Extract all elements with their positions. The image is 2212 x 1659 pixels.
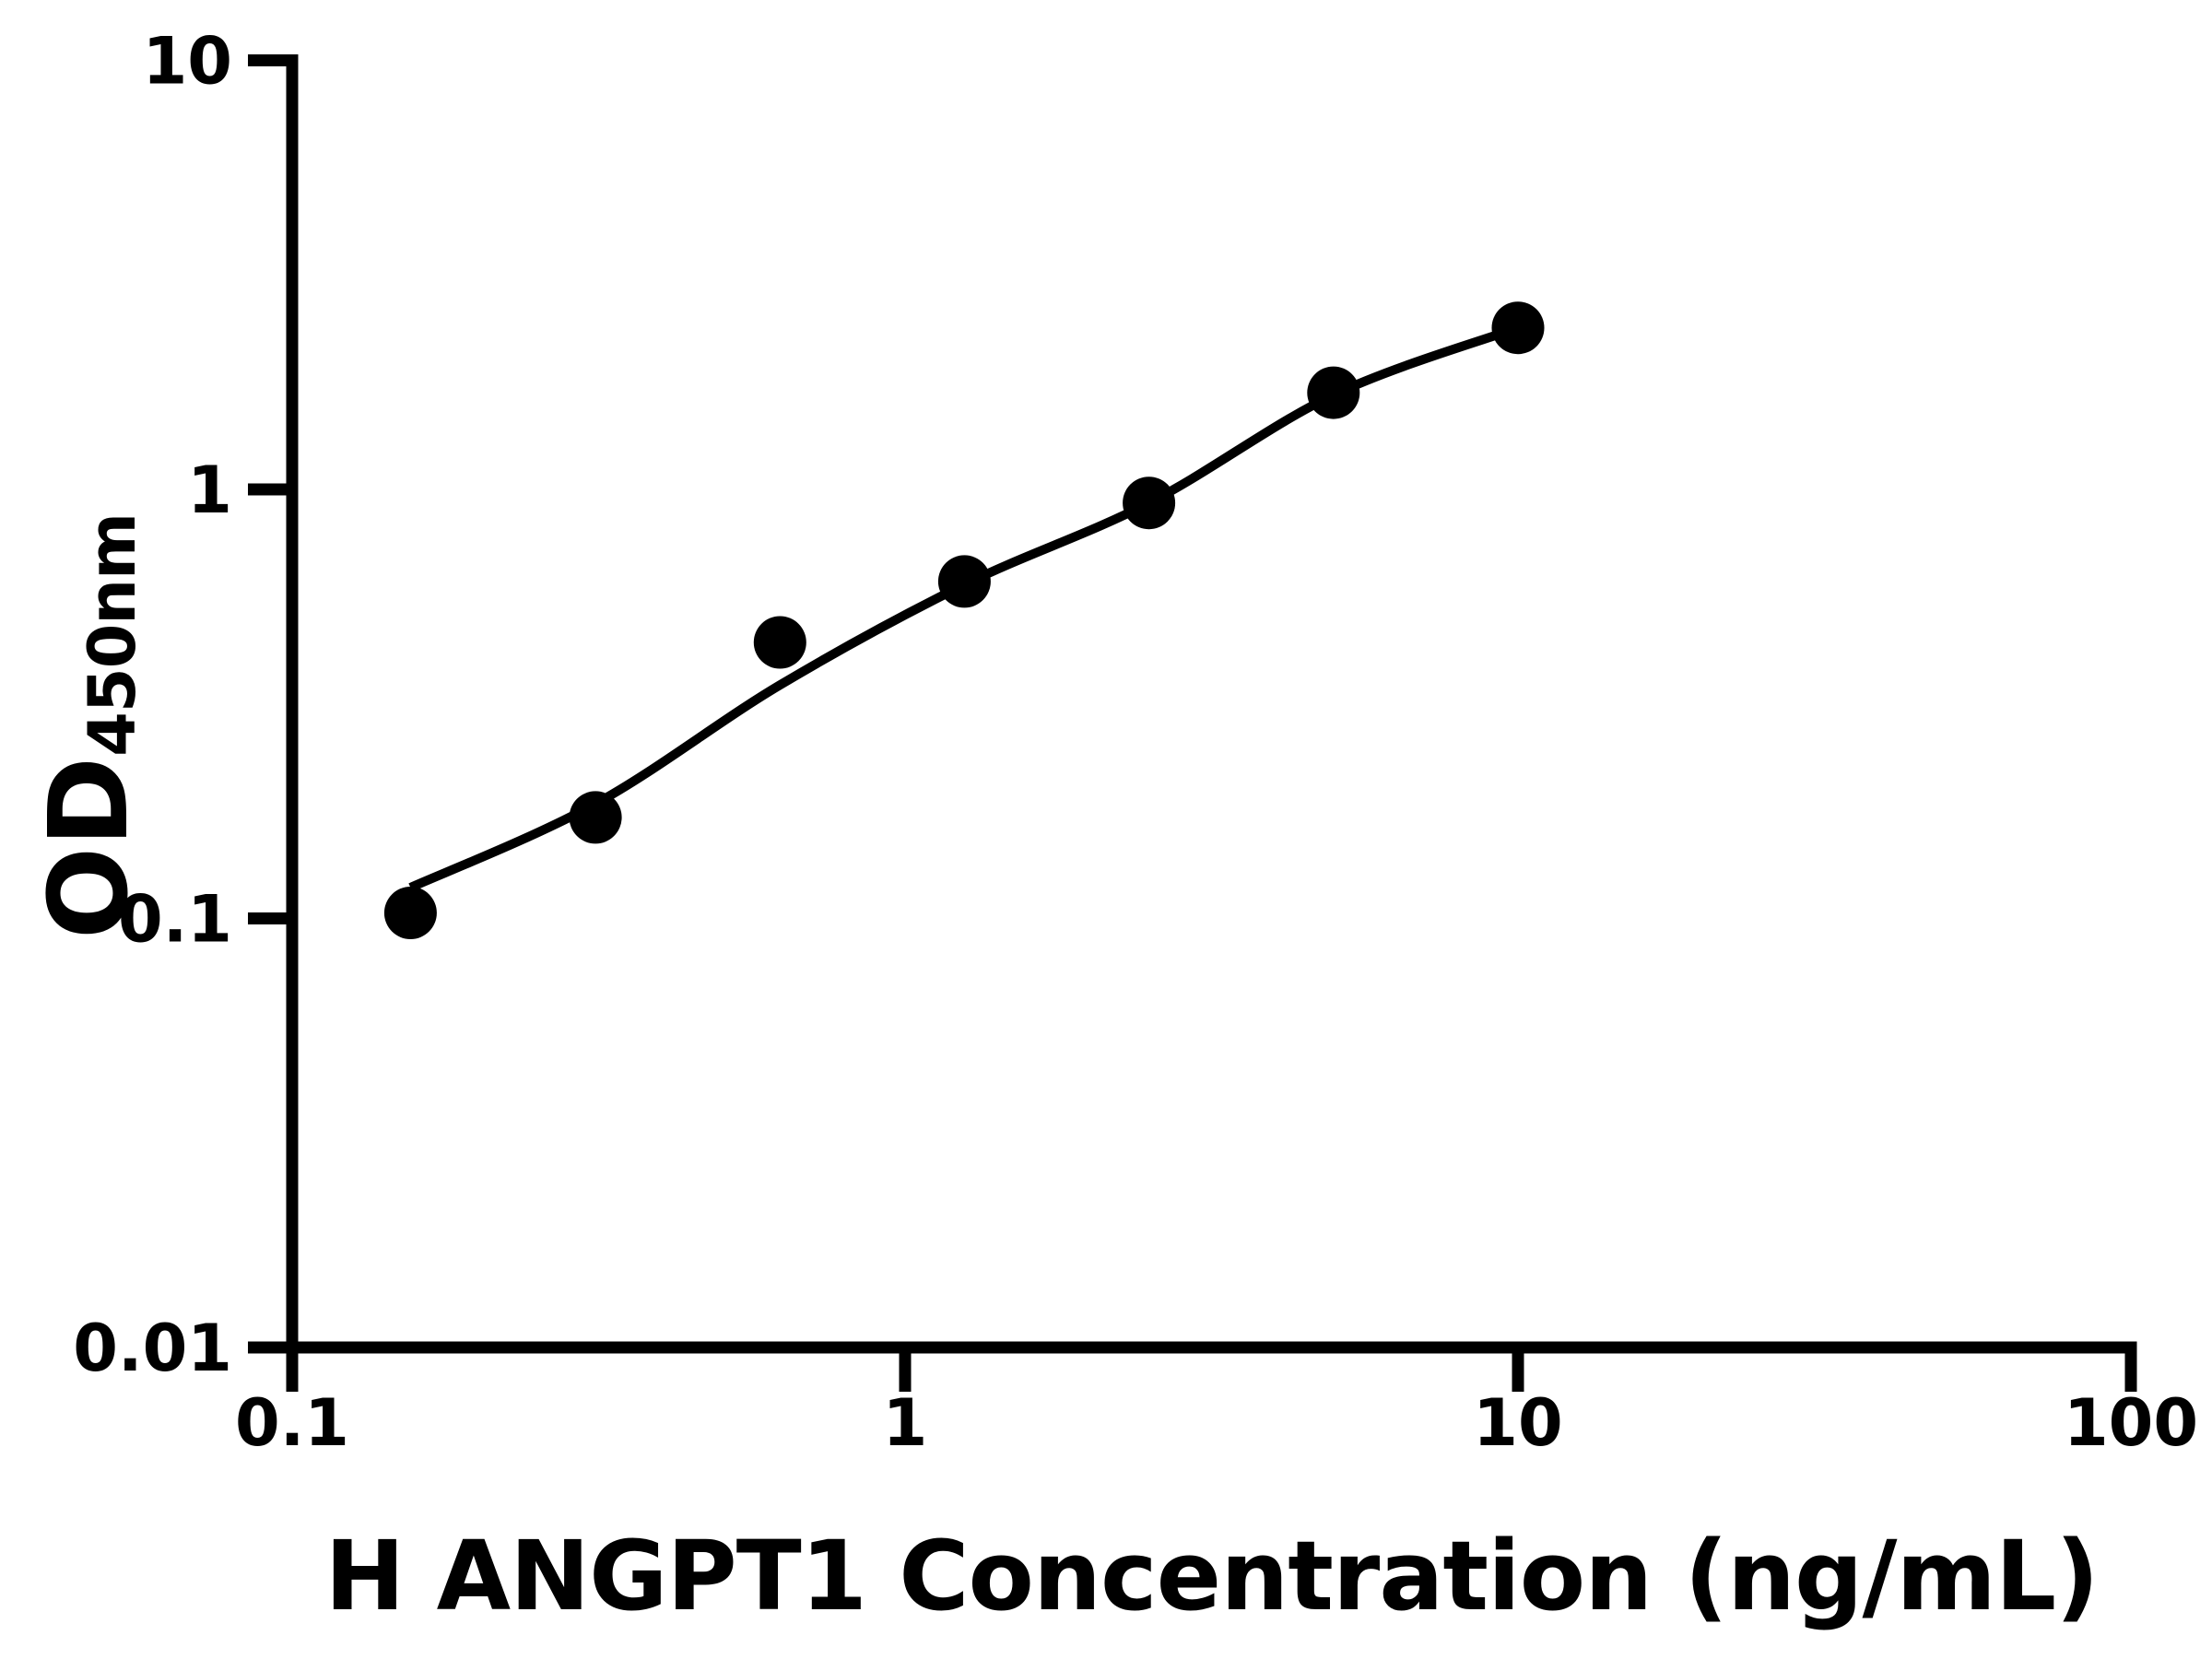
data-point <box>753 616 806 669</box>
data-point <box>1123 477 1176 530</box>
y-axis-title-subscript: 450nm <box>75 512 151 757</box>
y-tick-label: 10 <box>143 24 232 100</box>
x-tick-label: 100 <box>2064 1385 2198 1461</box>
x-axis-title: H ANGPT1 Concentration (ng/mL) <box>292 1523 2131 1630</box>
data-point <box>937 555 991 608</box>
y-tick-label: 1 <box>187 453 232 528</box>
y-axis-title: OD450nm <box>25 513 152 939</box>
y-axis-title-main: OD <box>25 756 152 940</box>
x-axis-title-text: H ANGPT1 Concentration (ng/mL) <box>324 1520 2099 1632</box>
y-tick-label: 0.1 <box>118 882 232 958</box>
data-point <box>1491 301 1545 355</box>
y-tick-label: 0.01 <box>73 1311 232 1386</box>
x-tick-label: 10 <box>1473 1385 1562 1461</box>
x-tick-label: 0.1 <box>235 1385 349 1461</box>
data-point <box>383 887 437 939</box>
data-point <box>569 791 622 844</box>
data-point <box>1307 366 1360 419</box>
x-tick-label: 1 <box>883 1385 928 1461</box>
